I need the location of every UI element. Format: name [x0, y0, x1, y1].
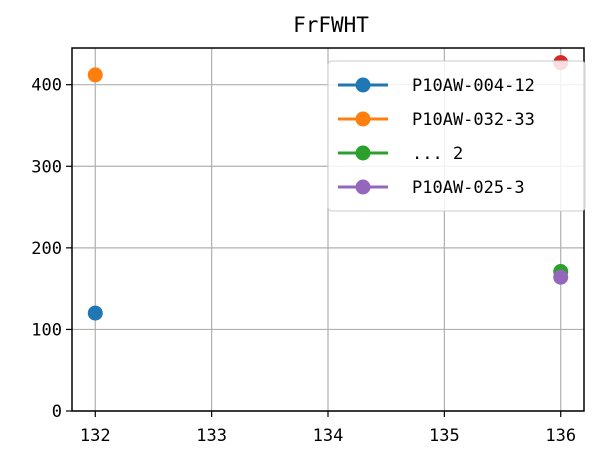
data-point-series-0	[87, 305, 103, 321]
legend: P10AW-004-12 P10AW-032-33 ... 2 P10AW-025-3	[327, 60, 586, 212]
legend-frame	[327, 60, 586, 212]
y-tick-label: 400	[31, 76, 62, 96]
y-tick-label: 100	[31, 320, 62, 340]
legend-label: P10AW-025-3	[412, 178, 525, 198]
legend-label: ... 2	[412, 144, 463, 164]
legend-marker	[355, 179, 371, 195]
data-point-series-3	[553, 269, 569, 285]
x-tick-label: 133	[196, 426, 227, 446]
legend-marker	[355, 77, 371, 93]
legend-label: P10AW-032-33	[412, 110, 535, 130]
x-tick-label: 136	[545, 426, 576, 446]
x-tick-label: 135	[429, 426, 460, 446]
legend-marker	[355, 145, 371, 161]
data-point-series-1	[87, 67, 103, 83]
legend-label: P10AW-004-12	[412, 76, 535, 96]
x-tick-label: 134	[313, 426, 344, 446]
x-tick-label: 132	[80, 426, 111, 446]
y-tick-label: 0	[52, 402, 62, 422]
chart-title: FrFWHT	[293, 13, 369, 37]
y-tick-label: 300	[31, 157, 62, 177]
y-tick-label: 200	[31, 239, 62, 259]
legend-marker	[355, 111, 371, 127]
ticks: 132 133 134 135 136 0 100 200 300 400	[31, 76, 576, 446]
